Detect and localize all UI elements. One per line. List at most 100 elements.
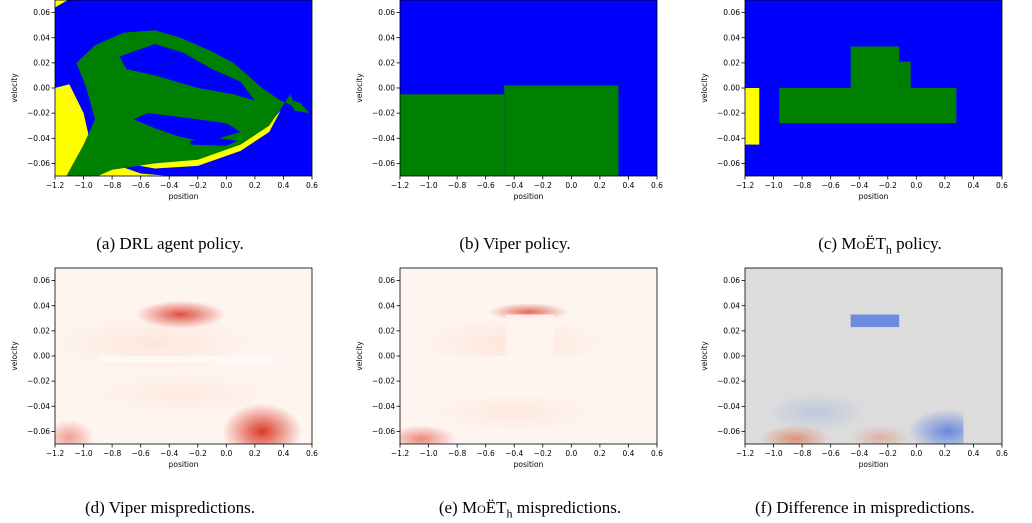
region-right [133,113,241,141]
x-tick-label: −0.4 [160,181,178,190]
x-tick-label: −0.8 [103,181,121,190]
plot-content [745,46,957,145]
hotspot [424,392,605,433]
panel-b: −1.2 −1.0 −0.8 −0.6 −0.4 −0.2 0.0 0.2 0.4 0.6 0.06… [345,0,675,215]
region-left [745,88,760,145]
chart-d: −1.2 −1.0 −0.8 −0.6 −0.4 −0.2 0.0 0.2 0.4 0.6 0.06… [10,267,318,469]
x-tick-label: −0.4 [850,449,868,458]
x-tick-label: −0.6 [822,181,840,190]
panel-c: −1.2 −1.0 −0.8 −0.6 −0.4 −0.2 0.0 0.2 0.4 0.6 0.06… [690,0,1032,215]
y-tick-label: −0.04 [27,402,50,411]
y-tick-label: 0.04 [378,33,395,42]
y-tick-label: 0.00 [33,84,50,93]
y-tick-label: 0.04 [33,33,50,42]
x-tick-label: 0.2 [594,449,606,458]
y-tick-label: 0.02 [723,326,740,335]
region-right [119,44,255,101]
y-tick-label: 0.02 [378,58,395,67]
x-tick-label: −0.6 [477,449,495,458]
y-tick-label: −0.02 [372,109,395,118]
caption-c-name: MoËT [841,234,886,253]
regression-region [850,425,911,444]
y-axis-label: velocity [10,341,19,371]
x-tick-label: −0.4 [505,181,523,190]
x-tick-label: −0.2 [189,181,207,190]
x-tick-label: −0.8 [793,181,811,190]
x-tick-label: −0.4 [850,181,868,190]
y-axis-label: velocity [355,73,364,103]
y-tick-label: −0.02 [717,109,740,118]
x-tick-label: 0.0 [910,449,922,458]
caption-a: (a) DRL agent policy. [96,234,244,253]
caption-e-suffix: mispredictions. [512,498,622,517]
x-tick-label: 0.6 [996,449,1008,458]
x-tick-label: 0.2 [939,181,951,190]
chart-e: −1.2 −1.0 −0.8 −0.6 −0.4 −0.2 0.0 0.2 0.4 0.6 0.06… [355,267,663,469]
tree-leaf [505,314,555,356]
y-tick-label: 0.04 [378,301,395,310]
x-tick-label: −0.2 [534,181,552,190]
y-tick-label: −0.06 [717,427,740,436]
x-tick-label: 0.2 [939,449,951,458]
x-tick-label: −1.2 [736,449,754,458]
y-tick-label: 0.00 [378,84,395,93]
region-none [286,98,310,114]
caption-b: (b) Viper policy. [459,234,571,253]
caption-e-name: MoËT [461,498,507,517]
region-none [899,61,911,88]
panel-f: −1.2 −1.0 −0.8 −0.6 −0.4 −0.2 0.0 0.2 0.4 0.6 0.06… [690,267,1032,483]
x-axis-label: position [169,460,199,469]
x-tick-label: 0.4 [277,449,289,458]
caption-e-prefix: (e) [438,498,462,517]
y-axis-label: velocity [355,341,364,371]
regression-region [759,424,830,444]
region-none [779,88,957,124]
x-tick-label: 0.4 [622,449,634,458]
hotspot [222,403,303,444]
x-tick-label: 0.6 [306,181,318,190]
x-tick-label: −0.2 [189,449,207,458]
y-tick-label: −0.04 [717,134,740,143]
x-tick-label: −0.4 [160,449,178,458]
x-tick-label: 0.4 [967,181,979,190]
y-tick-label: 0.00 [723,84,740,93]
x-axis-label: position [859,460,889,469]
x-tick-label: 0.6 [651,181,663,190]
y-axis-label: velocity [10,73,19,103]
x-tick-label: −0.2 [879,181,897,190]
boundary-band [97,356,274,363]
y-tick-label: 0.00 [33,352,50,361]
chart-c: −1.2 −1.0 −0.8 −0.6 −0.4 −0.2 0.0 0.2 0.4 0.6 0.06… [700,0,1008,201]
y-tick-label: 0.06 [33,8,50,17]
x-tick-label: −0.8 [448,449,466,458]
region-none [850,46,900,88]
region-none [504,85,619,176]
x-tick-label: −1.2 [391,181,409,190]
caption-c-sub: h [885,242,892,257]
y-tick-label: −0.02 [372,377,395,386]
y-tick-label: −0.06 [27,427,50,436]
x-tick-label: 0.0 [565,181,577,190]
y-axis-label: velocity [700,341,709,371]
x-tick-label: −1.0 [764,449,782,458]
y-tick-label: −0.04 [372,134,395,143]
y-tick-label: 0.02 [723,58,740,67]
x-tick-label: 0.4 [967,449,979,458]
y-tick-label: −0.02 [717,377,740,386]
x-tick-label: −1.0 [74,181,92,190]
x-tick-label: 0.6 [651,449,663,458]
x-axis-label: position [169,192,199,201]
plot-content [400,303,615,444]
y-tick-label: 0.04 [723,33,740,42]
x-tick-label: 0.0 [220,449,232,458]
y-tick-label: 0.04 [33,301,50,310]
x-axis-label: position [859,192,889,201]
y-tick-label: 0.02 [378,326,395,335]
x-tick-label: 0.2 [249,181,261,190]
x-tick-label: −1.0 [74,449,92,458]
x-tick-label: −0.8 [448,181,466,190]
improvement-region [766,392,867,433]
plot-content [55,0,310,176]
y-tick-label: 0.00 [378,352,395,361]
x-tick-label: −1.2 [46,449,64,458]
